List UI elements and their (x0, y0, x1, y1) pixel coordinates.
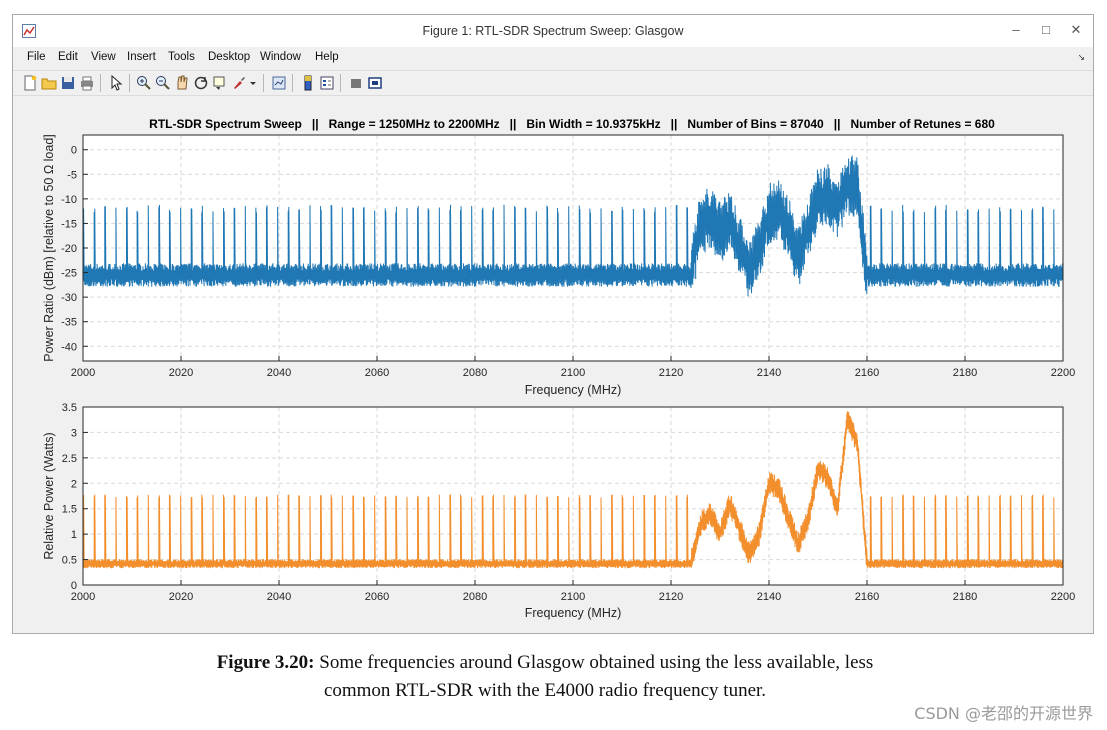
menu-file[interactable]: File (27, 51, 46, 63)
print-icon[interactable] (78, 74, 96, 92)
title-bar: Figure 1: RTL-SDR Spectrum Sweep: Glasgo… (13, 15, 1093, 47)
open-file-icon[interactable] (40, 74, 58, 92)
maximize-button[interactable]: □ (1042, 22, 1050, 37)
figure-canvas: RTL-SDR Spectrum Sweep || Range = 1250MH… (42, 117, 1075, 620)
figure-toolbar (13, 70, 1093, 96)
x-tick-label: 2200 (1051, 367, 1075, 379)
close-button[interactable]: ✕ (1070, 22, 1082, 37)
power-watts-series-line (82, 411, 1064, 569)
x-tick-label: 2080 (463, 591, 487, 603)
y-tick-label: -15 (61, 218, 77, 230)
x-tick-label: 2080 (463, 367, 487, 379)
y-tick-label: 2 (71, 478, 77, 490)
pointer-icon[interactable] (107, 74, 125, 92)
menu-insert[interactable]: Insert (127, 51, 156, 63)
menu-view[interactable]: View (91, 51, 116, 63)
show-plot-tools-icon[interactable] (366, 74, 384, 92)
dock-arrow-icon[interactable]: ↘ (1077, 52, 1085, 62)
lower-ticks: 2000 2020 2040 2060 2080 2100 2120 2140 2160 2180… (62, 402, 1076, 603)
x-tick-label: 2200 (1051, 591, 1075, 603)
y-tick-label: -35 (61, 317, 77, 329)
x-tick-label: 2040 (267, 591, 291, 603)
y-tick-label: -30 (61, 292, 77, 304)
window-title: Figure 1: RTL-SDR Spectrum Sweep: Glasgo… (422, 24, 684, 38)
y-tick-label: 0 (71, 145, 77, 157)
y-tick-label: -20 (61, 243, 77, 255)
y-tick-label: 1.5 (62, 504, 77, 516)
figure-caption: Figure 3.20: Some frequencies around Gla… (100, 649, 990, 705)
rotate-icon[interactable] (192, 74, 210, 92)
hide-plot-tools-icon[interactable] (347, 74, 365, 92)
x-tick-label: 2000 (71, 367, 95, 379)
x-tick-label: 2120 (659, 591, 683, 603)
link-icon[interactable] (270, 74, 288, 92)
minimize-button[interactable]: – (1012, 22, 1020, 37)
power-dbm-series-line (82, 155, 1064, 297)
menu-help[interactable]: Help (315, 51, 339, 63)
x-tick-label: 2060 (365, 591, 389, 603)
lower-plot-area (82, 406, 1064, 586)
menu-window[interactable]: Window (260, 51, 301, 63)
toolbar-separator (292, 74, 293, 92)
y-tick-label: 3 (71, 427, 77, 439)
chevron-down-icon[interactable] (247, 74, 259, 92)
toolbar-separator (263, 74, 264, 92)
plot-title: RTL-SDR Spectrum Sweep || Range = 1250MH… (149, 117, 995, 131)
toolbar-separator (129, 74, 130, 92)
x-tick-label: 2000 (71, 591, 95, 603)
brush-icon[interactable] (230, 74, 248, 92)
y-tick-label: 2.5 (62, 453, 77, 465)
figure-window: Figure 1: RTL-SDR Spectrum Sweep: Glasgo… (12, 14, 1094, 634)
zoom-out-icon[interactable] (154, 74, 172, 92)
toolbar-separator (100, 74, 101, 92)
upper-ticks: 2000 2020 2040 2060 2080 2100 2120 2140 2160 2180… (61, 145, 1075, 379)
x-tick-label: 2180 (953, 591, 977, 603)
caption-line-1: Some frequencies around Glasgow obtained… (314, 652, 874, 673)
x-tick-label: 2140 (757, 367, 781, 379)
data-cursor-icon[interactable] (211, 74, 229, 92)
x-tick-label: 2120 (659, 367, 683, 379)
x-tick-label: 2020 (169, 591, 193, 603)
x-tick-label: 2160 (855, 591, 879, 603)
x-tick-label: 2020 (169, 367, 193, 379)
zoom-in-icon[interactable] (135, 74, 153, 92)
matlab-figure-icon (22, 24, 36, 38)
lower-axes: 2000 2020 2040 2060 2080 2100 2120 2140 2160 2180… (42, 402, 1075, 620)
new-figure-icon[interactable] (21, 74, 39, 92)
caption-label: Figure 3.20: (216, 652, 315, 673)
toolbar-separator (340, 74, 341, 92)
menu-desktop[interactable]: Desktop (208, 51, 251, 63)
x-tick-label: 2060 (365, 367, 389, 379)
menu-bar: File Edit View Insert Tools Desktop Wind… (13, 47, 1093, 69)
save-icon[interactable] (59, 74, 77, 92)
x-tick-label: 2140 (757, 591, 781, 603)
y-tick-label: 1 (71, 529, 77, 541)
x-tick-label: 2100 (561, 367, 585, 379)
menu-tools[interactable]: Tools (168, 51, 195, 63)
caption-line-2: common RTL-SDR with the E4000 radio freq… (323, 680, 767, 701)
y-tick-label: 0.5 (62, 555, 77, 567)
y-tick-label: -5 (67, 169, 77, 181)
x-tick-label: 2040 (267, 367, 291, 379)
upper-y-axis-label: Power Ratio (dBm) [relative to 50 Ω load… (42, 134, 56, 362)
y-tick-label: 0 (71, 580, 77, 592)
x-tick-label: 2100 (561, 591, 585, 603)
csdn-watermark: CSDN @老邵的开源世界 (914, 704, 1093, 723)
x-tick-label: 2160 (855, 367, 879, 379)
legend-icon[interactable] (318, 74, 336, 92)
x-tick-label: 2180 (953, 367, 977, 379)
colorbar-icon[interactable] (299, 74, 317, 92)
y-tick-label: -25 (61, 268, 77, 280)
y-tick-label: -40 (61, 341, 77, 353)
pan-icon[interactable] (173, 74, 191, 92)
upper-x-axis-label: Frequency (MHz) (525, 383, 622, 397)
lower-x-axis-label: Frequency (MHz) (525, 606, 622, 620)
y-tick-label: 3.5 (62, 402, 77, 414)
menu-edit[interactable]: Edit (58, 51, 78, 63)
upper-axes: 2000 2020 2040 2060 2080 2100 2120 2140 2160 2180… (42, 134, 1075, 397)
y-tick-label: -10 (61, 194, 77, 206)
lower-y-axis-label: Relative Power (Watts) (42, 432, 56, 559)
